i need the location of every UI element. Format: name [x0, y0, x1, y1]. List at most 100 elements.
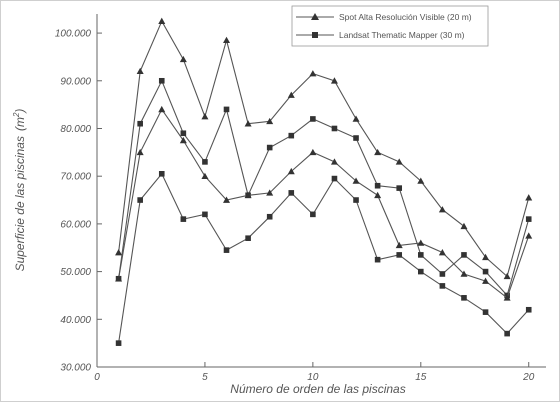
- data-point: [353, 197, 359, 203]
- y-axis-label: Superficie de las piscinas (m2): [12, 109, 27, 272]
- data-point: [331, 175, 338, 182]
- data-point: [330, 158, 338, 165]
- data-point: [396, 185, 403, 191]
- data-point: [287, 91, 295, 98]
- data-point: [158, 105, 166, 113]
- legend-label-0: Spot Alta Resolución Visible (20 m): [339, 12, 472, 22]
- data-point: [503, 272, 511, 280]
- data-point: [417, 239, 425, 246]
- series-layer: [115, 17, 533, 346]
- y-tick-label: 70.000: [60, 172, 91, 183]
- y-tick-label: 60.000: [60, 219, 91, 230]
- data-point: [352, 177, 360, 184]
- data-point: [115, 249, 123, 256]
- data-point: [352, 115, 360, 122]
- data-point: [309, 148, 317, 156]
- data-point: [330, 77, 338, 84]
- data-point: [438, 206, 446, 213]
- data-point: [137, 120, 143, 127]
- x-tick-label: 0: [94, 372, 100, 383]
- axes-layer: [96, 14, 546, 368]
- data-point: [374, 191, 382, 199]
- data-point: [374, 182, 381, 189]
- data-point: [136, 67, 144, 75]
- series-line-1: [118, 79, 530, 297]
- data-point: [244, 191, 252, 199]
- data-point: [201, 113, 209, 120]
- data-point: [202, 159, 208, 165]
- data-point: [417, 252, 424, 258]
- data-point: [223, 36, 231, 44]
- y-tick-label: 100.000: [55, 29, 92, 40]
- legend-label-1: Landsat Thematic Mapper (30 m): [339, 30, 465, 40]
- legend-box: [291, 5, 489, 47]
- data-point: [137, 197, 143, 203]
- data-point: [136, 148, 144, 156]
- data-point: [244, 120, 252, 127]
- data-point: [395, 158, 403, 165]
- data-point: [482, 268, 489, 275]
- data-point: [482, 309, 489, 315]
- y-axis-label-sup: 2: [12, 112, 21, 118]
- data-point: [223, 247, 230, 253]
- data-point: [310, 116, 316, 122]
- data-point: [525, 216, 532, 222]
- x-tick-label: 5: [202, 372, 208, 383]
- y-tick-label: 40.000: [60, 315, 91, 326]
- data-point: [180, 216, 187, 222]
- data-point: [179, 136, 187, 144]
- legend-marker-square: [312, 32, 318, 38]
- ticks-layer: 30.000 40.000 50.000 60.000 70.000 80.000 90.0…: [55, 29, 535, 383]
- data-point: [438, 249, 446, 256]
- data-point: [525, 306, 532, 313]
- data-point: [395, 241, 403, 249]
- data-point: [266, 189, 274, 196]
- data-point: [266, 213, 273, 220]
- data-point: [310, 211, 316, 218]
- data-point: [396, 252, 403, 258]
- data-point: [417, 177, 425, 184]
- data-point: [439, 283, 446, 289]
- x-tick-label: 20: [522, 372, 535, 383]
- legend: Spot Alta Resolución Visible (20 m) Land…: [291, 5, 489, 47]
- y-axis-label-unit: (m: [13, 117, 27, 131]
- series-line-2: [118, 108, 530, 299]
- data-point: [223, 196, 231, 203]
- data-point: [482, 253, 490, 261]
- data-point: [223, 106, 230, 113]
- series-line-3: [118, 172, 530, 344]
- y-axis-label-close: ): [13, 109, 27, 115]
- data-point: [482, 277, 490, 284]
- data-point: [503, 294, 511, 301]
- data-point: [158, 17, 166, 24]
- data-point: [201, 172, 209, 179]
- data-point: [245, 235, 251, 242]
- data-point: [417, 268, 424, 275]
- data-point: [115, 340, 122, 346]
- x-tick-label: 15: [415, 372, 427, 383]
- data-point: [374, 148, 382, 156]
- data-point: [158, 171, 165, 177]
- y-tick-label: 90.000: [60, 76, 91, 87]
- y-tick-label: 80.000: [60, 124, 91, 135]
- data-point: [461, 295, 467, 301]
- x-axis-label: Número de orden de las piscinas: [230, 382, 405, 396]
- data-point: [353, 135, 359, 141]
- data-point: [115, 275, 123, 282]
- data-point: [374, 256, 381, 263]
- x-tick-label: 10: [307, 372, 319, 383]
- data-point: [460, 270, 468, 277]
- y-axis-label-main: Superficie de las piscinas: [13, 136, 27, 271]
- data-point: [202, 211, 208, 218]
- data-point: [504, 330, 510, 337]
- data-point: [180, 130, 187, 137]
- data-point: [287, 167, 295, 175]
- data-point: [288, 132, 295, 139]
- data-point: [266, 117, 274, 125]
- data-point: [309, 70, 317, 77]
- data-point: [525, 194, 533, 201]
- data-point: [439, 271, 446, 277]
- data-point: [461, 252, 467, 258]
